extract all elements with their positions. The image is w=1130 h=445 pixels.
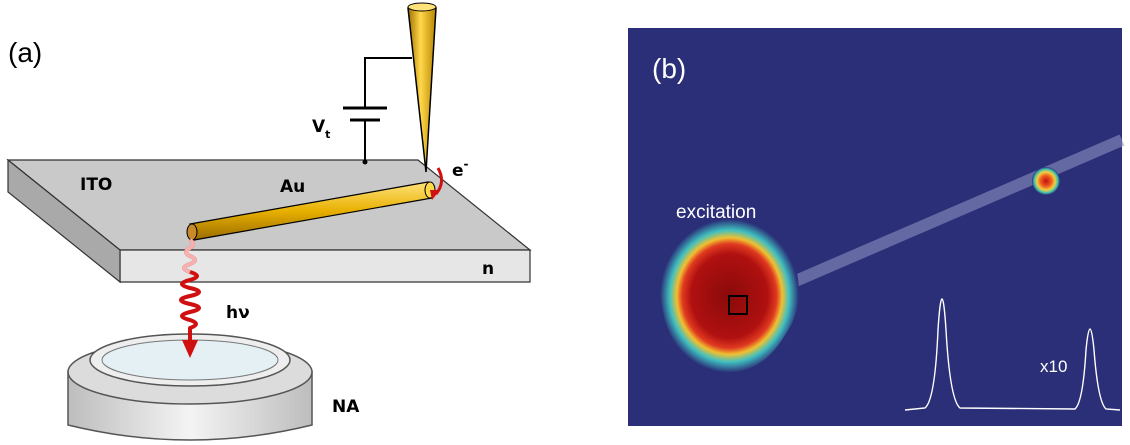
index-label: n: [482, 259, 494, 279]
wire-circuit: [365, 58, 412, 108]
tip: [408, 5, 436, 172]
contact: [363, 160, 368, 165]
objective-label: NA: [332, 397, 360, 417]
electron-symbol: e: [452, 161, 464, 181]
wire-label: Au: [280, 177, 305, 197]
panel-label: (b): [652, 53, 686, 84]
photon-label: hν: [226, 303, 250, 323]
panel-label: (a): [8, 37, 42, 68]
wire-end: [187, 224, 197, 240]
substrate-label: ITO: [80, 175, 112, 195]
electron-label: e-: [452, 157, 469, 181]
tip-top: [408, 3, 436, 11]
panel-b: (b) excitation x10: [628, 28, 1122, 426]
panel-a: (a) NA ITO Au n Vt e- hν: [8, 3, 530, 440]
voltage-label: Vt: [312, 117, 330, 141]
figure: (a) NA ITO Au n Vt e- hν: [0, 0, 1130, 445]
voltage-subscript: t: [325, 128, 330, 141]
emission-spot: [1032, 167, 1060, 195]
scale-label: x10: [1040, 357, 1067, 376]
annotation: excitation: [676, 202, 756, 223]
slab-front: [120, 250, 530, 282]
voltage-symbol: V: [312, 117, 326, 137]
electron-superscript: -: [464, 157, 469, 171]
